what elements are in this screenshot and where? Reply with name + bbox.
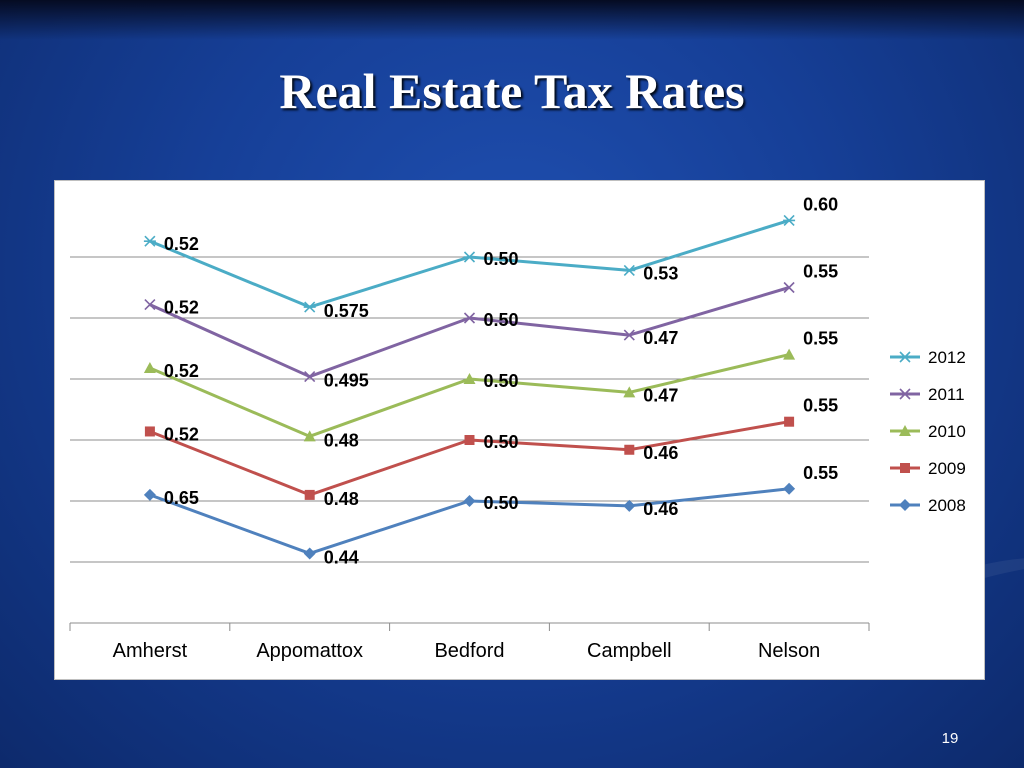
series-line-2011: [149, 286, 790, 379]
line-chart: Amherst Appomattox Bedford Campbell Nelson 0.…: [69, 194, 966, 662]
data-label: 0.55: [803, 262, 838, 282]
x-tick-label: Nelson: [758, 640, 820, 662]
legend-entry: 2008: [928, 496, 966, 515]
data-point: [784, 416, 795, 427]
legend-entry: 2011: [928, 385, 965, 404]
data-point: [143, 362, 156, 374]
data-point: [623, 499, 636, 512]
data-label: 0.50: [484, 432, 519, 452]
data-label: 0.52: [164, 234, 199, 254]
data-label: 0.65: [164, 488, 199, 508]
x-tick-label: Appomattox: [256, 640, 363, 662]
data-point: [463, 251, 476, 263]
data-label: 0.55: [803, 463, 838, 483]
data-label: 0.575: [324, 301, 369, 321]
slide-title: Real Estate Tax Rates: [279, 63, 745, 119]
data-label: 0.48: [324, 430, 359, 450]
data-point: [303, 547, 316, 560]
legend-entry: 2012: [928, 348, 966, 367]
legend-marker: [899, 425, 911, 436]
legend-marker: [899, 351, 911, 363]
data-point: [623, 386, 636, 398]
x-tick-label: Campbell: [587, 640, 671, 662]
data-label: 0.52: [164, 424, 199, 444]
series-line-2009: [149, 420, 790, 497]
data-point: [623, 329, 635, 341]
top-band: [0, 0, 1024, 40]
data-point: [624, 444, 635, 455]
data-point: [144, 299, 156, 311]
data-point: [303, 301, 316, 313]
data-point: [463, 373, 476, 384]
data-point: [304, 370, 316, 383]
data-point: [144, 426, 155, 437]
data-point: [623, 264, 636, 276]
data-point: [783, 281, 795, 294]
data-label: 0.44: [324, 547, 359, 567]
data-label: 0.50: [484, 249, 519, 269]
data-label: 0.47: [643, 328, 678, 348]
data-label: 0.60: [803, 194, 838, 214]
legend-entry: 2010: [928, 422, 966, 441]
data-label: 0.50: [484, 310, 519, 330]
data-point: [143, 235, 156, 247]
legend-marker: [899, 499, 911, 511]
data-label: 0.50: [484, 371, 519, 391]
page-number: 19: [941, 730, 959, 747]
data-label: 0.46: [643, 443, 678, 463]
data-label: 0.46: [643, 499, 678, 519]
legend-marker: [899, 388, 911, 400]
legend-entry: 2009: [928, 459, 966, 478]
chart-container: Amherst Appomattox Bedford Campbell Nelson 0.…: [54, 180, 985, 680]
data-point: [463, 312, 476, 324]
legend-marker: [900, 463, 910, 473]
data-label: 0.495: [324, 371, 369, 391]
data-label: 0.55: [803, 396, 838, 416]
data-point: [143, 488, 156, 501]
x-tick-label: Amherst: [113, 640, 188, 662]
data-point: [304, 489, 315, 500]
data-label: 0.52: [164, 298, 199, 318]
data-point: [464, 435, 475, 445]
data-label: 0.47: [643, 385, 678, 405]
x-tick-label: Bedford: [434, 640, 504, 662]
series-line-2012: [149, 218, 790, 309]
data-label: 0.50: [484, 493, 519, 513]
data-point: [463, 495, 476, 507]
data-point: [783, 214, 796, 226]
data-label: 0.53: [643, 263, 678, 283]
data-label: 0.48: [324, 489, 359, 509]
data-point: [783, 348, 796, 360]
data-point: [783, 482, 796, 495]
series-line-2010: [149, 353, 790, 438]
data-label: 0.52: [164, 361, 199, 381]
data-label: 0.55: [803, 329, 838, 349]
data-point: [303, 430, 316, 442]
